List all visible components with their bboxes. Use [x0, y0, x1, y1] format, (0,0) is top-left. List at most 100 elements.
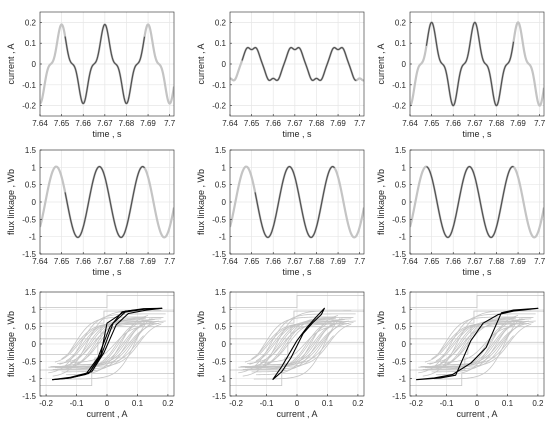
background-loop: [260, 335, 334, 366]
x-tick-label: 7.67: [97, 119, 113, 128]
y-axis-label: flux linkage , Wb: [196, 169, 206, 235]
x-tick-label: 7.7: [354, 257, 366, 266]
y-tick-label: 0: [222, 60, 227, 69]
series-line-highlight: [64, 166, 145, 238]
y-tick-label: 0.5: [25, 323, 37, 332]
x-axis-label: time , s: [462, 129, 492, 139]
background-loop: [433, 318, 521, 380]
y-tick-label: -1: [399, 375, 407, 384]
y-tick-label: 0.5: [215, 323, 227, 332]
y-tick-label: -0.5: [22, 215, 36, 224]
x-tick-label: 7.65: [424, 257, 440, 266]
y-tick-label: 1: [222, 163, 227, 172]
background-loop: [422, 323, 532, 368]
y-tick-label: 1.5: [25, 288, 37, 297]
subplot-4: 7.64 7.65 7.66 7.67 7.68 7.69 7.7 -1.5 -1 -0.5 0 0.…: [6, 146, 176, 277]
x-tick-label: 7.66: [265, 119, 281, 128]
plot-area: [230, 46, 364, 82]
x-tick-label: 7.64: [32, 257, 48, 266]
y-tick-label: -1: [29, 375, 37, 384]
background-loop: [48, 313, 166, 374]
background-loop: [52, 323, 162, 368]
x-tick-label: 7.65: [244, 257, 260, 266]
x-tick-label: 7.7: [164, 119, 176, 128]
background-trace: [230, 326, 364, 340]
y-tick-label: 1: [222, 305, 227, 314]
y-tick-label: -1.5: [392, 250, 406, 259]
y-tick-label: 0: [222, 198, 227, 207]
x-tick-label: 7.7: [534, 257, 546, 266]
y-tick-label: 1.5: [215, 146, 227, 155]
y-tick-label: -1: [219, 233, 227, 242]
hysteresis-loop: [52, 307, 163, 381]
background-loop: [63, 318, 151, 380]
y-tick-label: 1.5: [25, 146, 37, 155]
x-tick-label: 0: [475, 399, 480, 408]
x-tick-label: 0: [105, 399, 110, 408]
y-axis-label: current , A: [376, 43, 386, 84]
background-trace: [230, 295, 364, 308]
background-trace: [230, 310, 364, 324]
x-axis-label: time , s: [462, 267, 492, 277]
background-loop: [424, 323, 530, 363]
x-axis-label: current , A: [456, 409, 497, 419]
y-tick-label: 0: [32, 60, 37, 69]
x-tick-label: 7.65: [54, 257, 70, 266]
y-tick-label: 1: [402, 305, 407, 314]
subplot-5: 7.64 7.65 7.66 7.67 7.68 7.69 7.7 -1.5 -1 -0.5 0 0.…: [196, 146, 366, 277]
y-tick-label: 1: [32, 163, 37, 172]
plot-area: [410, 295, 544, 386]
x-axis-label: current , A: [86, 409, 127, 419]
x-tick-label: 0.2: [532, 399, 544, 408]
x-tick-label: 7.69: [330, 119, 346, 128]
y-tick-label: 0.1: [25, 39, 37, 48]
x-tick-label: 0: [295, 399, 300, 408]
x-tick-label: 7.68: [119, 257, 135, 266]
background-loop: [257, 316, 336, 354]
background-loop: [244, 320, 350, 369]
hysteresis-loop: [272, 307, 325, 381]
background-trace: [410, 373, 544, 386]
x-tick-label: 7.66: [445, 257, 461, 266]
x-tick-label: 7.68: [309, 257, 325, 266]
background-loop: [424, 320, 530, 369]
subplot-3: 7.64 7.65 7.66 7.67 7.68 7.69 7.7 -0.2 -0.1 0 0.1 0…: [376, 11, 546, 139]
y-tick-label: 0: [402, 340, 407, 349]
x-tick-label: 7.67: [97, 257, 113, 266]
x-tick-label: 7.66: [75, 119, 91, 128]
x-tick-label: -0.1: [440, 399, 454, 408]
hysteresis-loop: [416, 307, 539, 381]
y-tick-label: -0.1: [212, 81, 226, 90]
background-trace: [40, 295, 174, 308]
x-tick-label: 0.2: [162, 399, 174, 408]
plot-area: [410, 21, 544, 107]
x-axis-label: time , s: [92, 129, 122, 139]
y-tick-label: 0.2: [395, 18, 407, 27]
x-tick-label: -0.2: [229, 399, 243, 408]
y-tick-label: 0: [32, 340, 37, 349]
x-tick-label: 7.69: [330, 257, 346, 266]
y-tick-label: -0.1: [392, 81, 406, 90]
x-tick-label: 7.65: [244, 119, 260, 128]
x-tick-label: 7.64: [222, 257, 238, 266]
y-tick-label: 1.5: [395, 288, 407, 297]
plot-area: [40, 23, 174, 105]
background-loop: [427, 323, 527, 364]
x-tick-label: 7.64: [32, 119, 48, 128]
x-tick-label: 7.65: [54, 119, 70, 128]
x-axis-label: time , s: [282, 267, 312, 277]
y-tick-label: -0.1: [22, 81, 36, 90]
background-loop: [440, 335, 514, 366]
y-axis-label: current , A: [6, 43, 16, 84]
y-tick-label: -0.5: [392, 357, 406, 366]
background-trace: [230, 357, 364, 371]
y-axis-label: current , A: [196, 43, 206, 84]
x-tick-label: 7.67: [467, 119, 483, 128]
y-axis-label: flux linkage , Wb: [376, 169, 386, 235]
x-tick-label: 7.67: [467, 257, 483, 266]
series-line-highlight: [241, 47, 357, 81]
background-loop: [67, 316, 146, 354]
background-trace: [230, 341, 364, 355]
x-tick-label: 7.68: [489, 119, 505, 128]
x-tick-label: 0.2: [352, 399, 364, 408]
